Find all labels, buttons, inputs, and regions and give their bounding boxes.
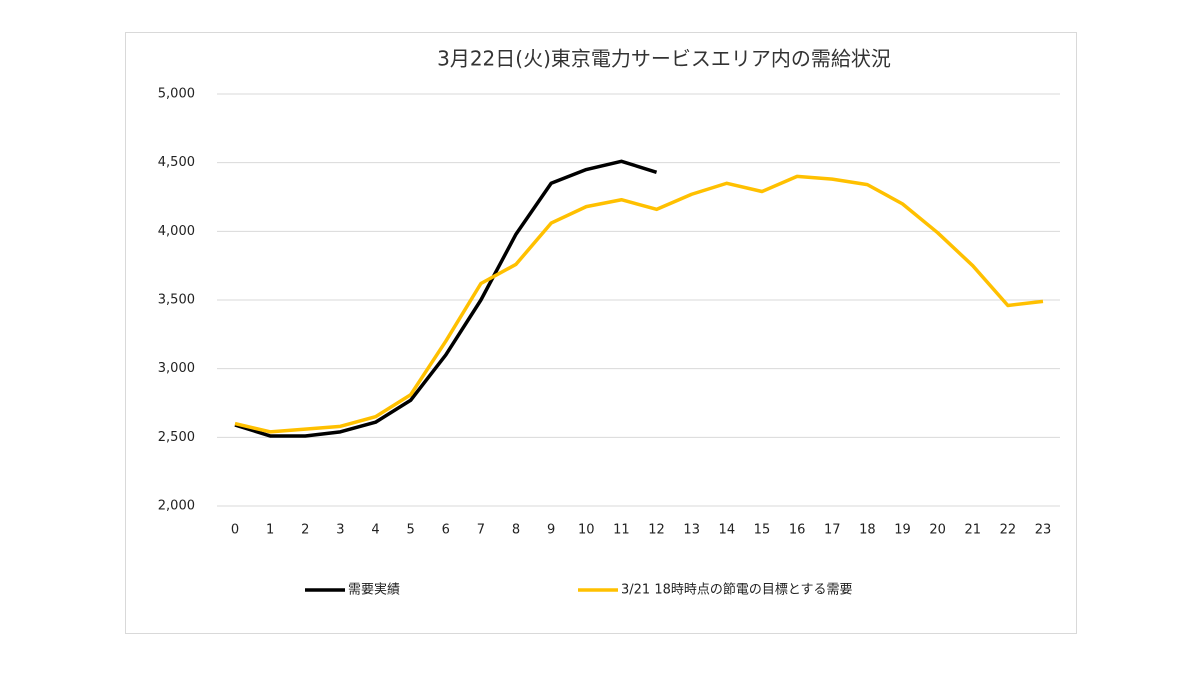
x-tick-label: 18 (859, 523, 876, 538)
x-tick-label: 5 (407, 523, 415, 538)
x-tick-label: 12 (648, 523, 665, 538)
x-tick-label: 3 (336, 523, 344, 538)
y-tick-label: 4,500 (158, 155, 195, 170)
x-tick-label: 0 (231, 523, 239, 538)
y-tick-label: 3,500 (158, 293, 195, 308)
x-tick-label: 15 (754, 523, 771, 538)
x-tick-label: 11 (613, 523, 630, 538)
x-tick-label: 2 (301, 523, 309, 538)
x-tick-label: 4 (371, 523, 379, 538)
y-tick-label: 2,500 (158, 430, 195, 445)
legend-label: 3/21 18時時点の節電の目標とする需要 (621, 583, 852, 598)
chart-title: 3月22日(火)東京電力サービスエリア内の需給状況 (437, 47, 891, 71)
y-tick-label: 2,000 (158, 499, 195, 514)
x-tick-label: 17 (824, 523, 841, 538)
x-tick-label: 1 (266, 523, 274, 538)
x-tick-label: 19 (894, 523, 911, 538)
y-tick-label: 5,000 (158, 87, 195, 102)
legend-label: 需要実績 (348, 582, 400, 598)
x-tick-label: 13 (683, 523, 700, 538)
x-tick-label: 7 (477, 523, 485, 538)
x-tick-label: 10 (578, 523, 595, 538)
y-tick-label: 4,000 (158, 224, 195, 239)
x-tick-label: 23 (1035, 523, 1052, 538)
x-tick-label: 22 (1000, 523, 1017, 538)
x-tick-label: 20 (929, 523, 946, 538)
x-tick-label: 16 (789, 523, 806, 538)
y-tick-label: 3,000 (158, 361, 195, 376)
series-line (234, 159, 658, 438)
series-line (234, 174, 1044, 434)
chart-frame (125, 32, 1077, 634)
x-tick-label: 14 (719, 523, 736, 538)
x-tick-label: 6 (442, 523, 450, 538)
x-tick-label: 9 (547, 523, 555, 538)
x-tick-label: 21 (964, 523, 981, 538)
x-tick-label: 8 (512, 523, 520, 538)
